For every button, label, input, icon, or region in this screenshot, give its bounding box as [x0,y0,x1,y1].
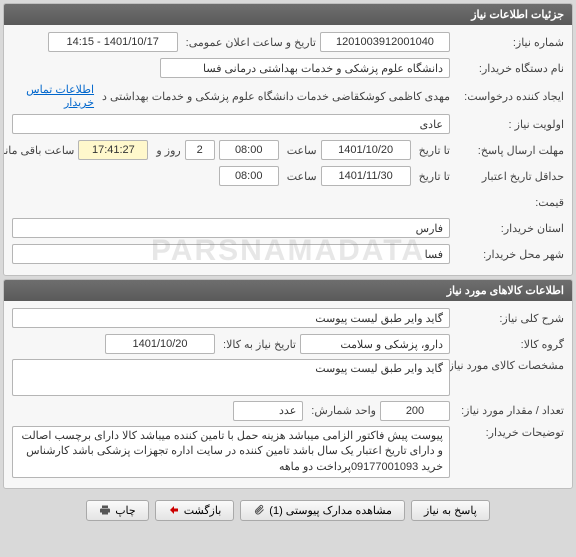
label-remain: ساعت باقی مانده [3,144,74,157]
attachments-button-label: مشاهده مدارک پیوستی (1) [269,504,392,517]
back-arrow-icon [168,504,180,516]
overall-desc-field [12,308,450,328]
action-button-bar: پاسخ به نیاز مشاهده مدارک پیوستی (1) باز… [0,492,576,527]
label-hour-1: ساعت [283,144,317,157]
buyer-notes-field [12,426,450,478]
label-goods-group: گروه کالا: [454,338,564,351]
need-details-panel: جزئیات اطلاعات نیاز شماره نیاز: تاریخ و … [3,3,573,276]
reply-button-label: پاسخ به نیاز [424,504,477,517]
need-details-header: جزئیات اطلاعات نیاز [4,4,572,25]
goods-spec-field [12,359,450,396]
label-qty: تعداد / مقدار مورد نیاز: [454,404,564,417]
label-niaz-no: شماره نیاز: [454,36,564,49]
back-button[interactable]: بازگشت [155,500,235,521]
label-price: قیمت: [454,196,564,209]
label-hour-2: ساعت [283,170,317,183]
label-min-credit: حداقل تاریخ اعتبار [454,170,564,183]
label-buyer-notes: توضیحات خریدار: [454,426,564,439]
creator-value: مهدی کاظمی کوشکقاضی خدمات دانشگاه علوم پ… [98,90,450,103]
reply-button[interactable]: پاسخ به نیاز [411,500,490,521]
label-city: شهر محل خریدار: [454,248,564,261]
label-priority: اولویت نیاز : [454,118,564,131]
unit-field [233,401,303,421]
back-button-label: بازگشت [184,504,222,517]
label-to-date-1: تا تاریخ [415,144,450,157]
paperclip-icon [253,504,265,516]
label-unit: واحد شمارش: [307,404,376,417]
city-field [12,244,450,264]
niaz-no-field [320,32,450,52]
remain-days-field [185,140,215,160]
label-days-and: روز و [152,144,180,157]
label-buyer-org: نام دستگاه خریدار: [454,62,564,75]
printer-icon [99,504,111,516]
label-creator: ایجاد کننده درخواست: [454,90,564,103]
buyer-org-field [160,58,450,78]
label-to-date-2: تا تاریخ [415,170,450,183]
print-button[interactable]: چاپ [86,500,149,521]
remain-time-field [78,140,148,160]
priority-field [12,114,450,134]
public-date-field [48,32,178,52]
label-deadline: مهلت ارسال پاسخ: [454,144,564,157]
contact-info-link[interactable]: اطلاعات تماس خریدار [12,83,94,109]
province-field [12,218,450,238]
goods-info-panel: اطلاعات کالاهای مورد نیاز شرح کلی نیاز: … [3,279,573,489]
print-button-label: چاپ [115,504,136,517]
credit-to-date-field [321,166,411,186]
label-public-date: تاریخ و ساعت اعلان عمومی: [182,36,316,49]
deadline-date-field [321,140,411,160]
label-overall-desc: شرح کلی نیاز: [454,312,564,325]
goods-deadline-field [105,334,215,354]
label-goods-deadline: تاریخ نیاز به کالا: [219,338,296,351]
label-province: استان خریدار: [454,222,564,235]
goods-info-header: اطلاعات کالاهای مورد نیاز [4,280,572,301]
attachments-button[interactable]: مشاهده مدارک پیوستی (1) [240,500,405,521]
credit-hour-field [219,166,279,186]
deadline-hour-field [219,140,279,160]
label-goods-spec: مشخصات کالای مورد نیاز: [454,359,564,372]
goods-group-field [300,334,450,354]
qty-field [380,401,450,421]
